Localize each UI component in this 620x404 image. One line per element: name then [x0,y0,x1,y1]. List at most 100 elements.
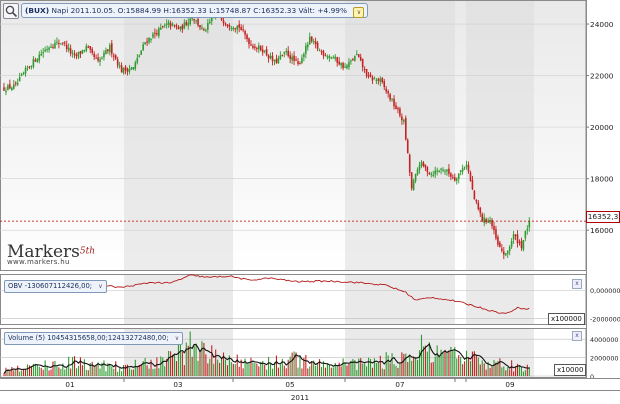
candle-body [314,41,317,45]
candle-body [234,28,237,30]
candle-body [265,49,268,56]
last-price-marker: 16352,3 [586,211,620,223]
month-band [124,274,233,325]
candle-body [256,48,258,50]
candle-body [301,57,303,63]
candle-body [150,39,152,41]
candle-body [357,54,360,57]
candle-body [307,44,309,48]
candle-body [336,57,338,63]
chevron-down-icon[interactable]: ∨ [98,283,103,290]
candle-body [187,22,190,26]
candle-body [373,78,376,80]
candle-body [16,82,19,85]
candle-body [350,60,352,62]
candle-body [97,57,99,61]
candle-body [501,248,503,251]
candle-body [18,77,21,82]
candle-body [156,32,158,35]
month-tick-label: 03 [173,380,182,389]
month-tick-label: 05 [285,380,294,389]
candle-body [448,168,450,174]
candle-body [230,27,233,29]
candle-body [236,25,239,30]
candle-body [450,173,452,177]
candle-body [244,31,246,35]
candle-body [171,23,174,26]
candle-body [469,172,472,181]
candle-body [67,47,70,51]
candle-body [279,55,282,59]
candle-body [383,81,386,88]
candle-body [259,46,262,51]
candle-body [32,58,35,67]
candle-body [205,30,207,32]
candle-body [416,169,419,175]
chevron-down-icon[interactable]: ∨ [174,335,180,342]
candle-body [232,27,235,30]
candle-body [163,25,166,27]
candle-body [518,241,521,243]
candle-body [324,55,327,57]
candle-body [167,21,170,25]
candle-body [181,25,184,30]
candle-body [440,168,442,170]
candle-body [512,234,515,240]
volume-legend[interactable]: Volume (5) 10454315658,00;12413272480,00… [4,332,184,345]
close-icon[interactable]: x [572,331,582,341]
candle-body [359,56,362,61]
price-legend[interactable]: (BUX) Napi 2011.10.05. O:15884.99 H:1635… [21,3,369,18]
candle-body [479,207,482,214]
candle-body [344,66,346,68]
candle-body [263,50,266,52]
chevron-down-icon[interactable]: ∨ [353,7,365,18]
price-tick-label: 22000 [590,72,614,81]
volume-label: Volume (5) 10454315658,00;12413272480,00… [8,334,169,342]
candle-body [338,61,340,65]
candle-body [93,53,95,58]
candle-body [103,52,105,58]
candle-body [520,241,523,248]
candle-body [191,17,193,19]
candle-body [495,229,497,239]
candle-body [308,36,311,45]
candle-body [63,42,66,44]
candle-body [405,117,407,140]
candle-body [526,228,529,231]
candle-body [377,78,380,81]
candle-body [7,85,9,90]
month-band [124,0,233,271]
watermark-superscript: 5th [79,246,96,257]
volume-tick-label: 2000000 [590,355,618,363]
candle-body [130,67,133,70]
candle-body [510,240,513,247]
candle-body [144,42,146,45]
candle-body [303,53,305,58]
candle-body [297,61,299,64]
candle-body [434,170,436,175]
candle-body [401,116,403,121]
obv-legend[interactable]: OBV -130607112426,00; ∨ [4,280,107,293]
candle-body [28,66,31,68]
close-icon[interactable]: x [572,279,582,289]
candle-body [112,55,115,57]
candle-body [152,33,154,38]
candle-body [62,42,64,44]
candle-body [24,68,27,74]
candle-body [250,44,252,46]
candle-body [457,173,460,179]
month-band [345,274,455,325]
candle-body [465,164,468,167]
candle-body [193,18,195,21]
obv-tick-label: -2000000 [590,316,620,324]
candle-body [475,199,478,202]
candle-body [346,65,348,69]
zoom-icon[interactable] [3,3,19,19]
candle-body [395,105,397,110]
candle-body [463,167,466,169]
candle-body [514,234,517,237]
candle-body [455,178,458,181]
candle-body [89,46,92,50]
candle-body [381,77,384,83]
